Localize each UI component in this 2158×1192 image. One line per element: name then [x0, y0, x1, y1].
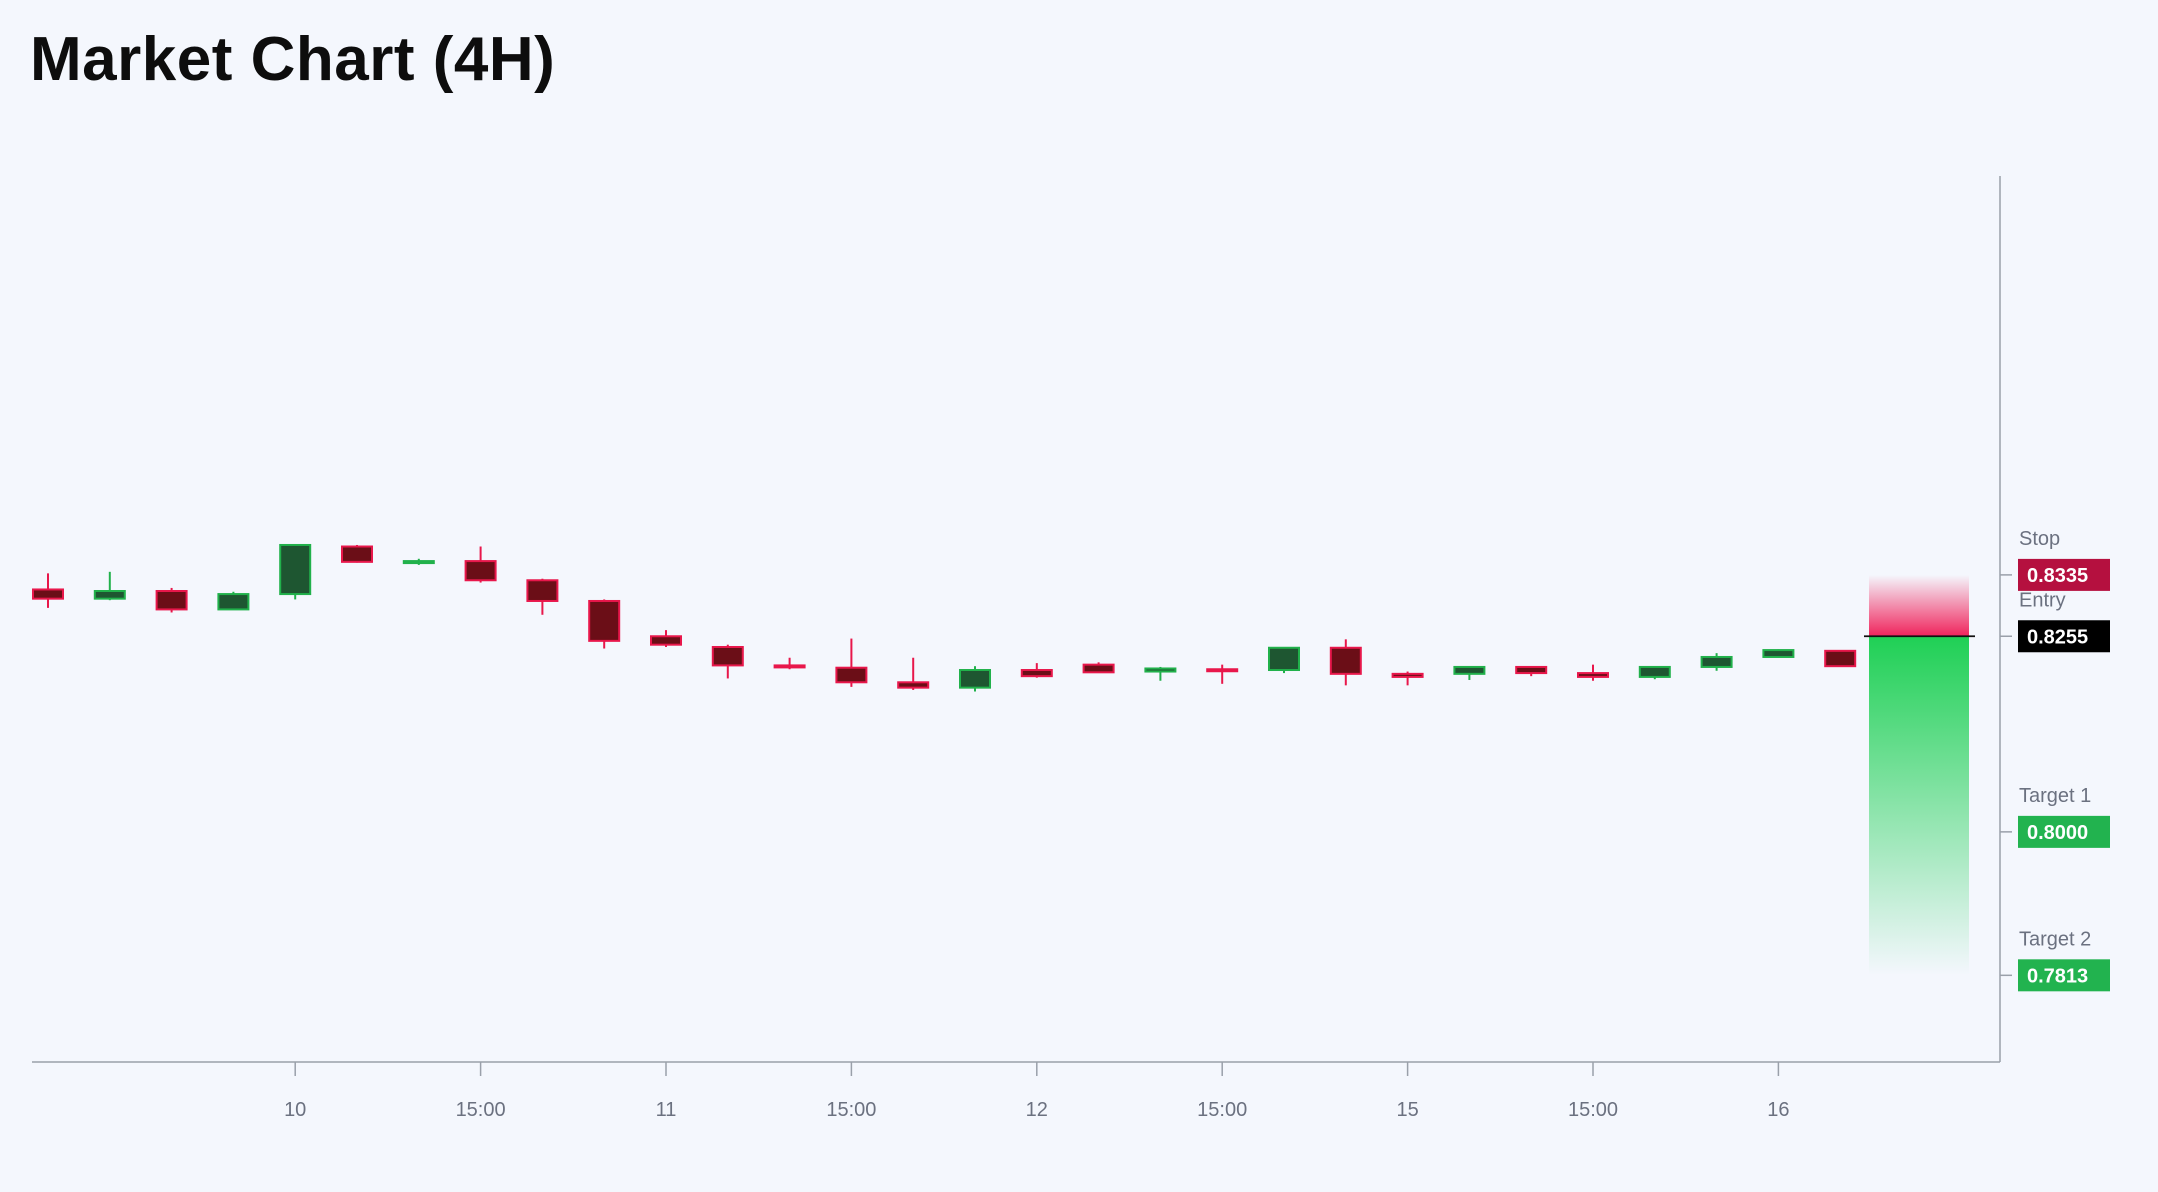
- candle-body: [773, 664, 806, 669]
- level-name: Entry: [2019, 589, 2066, 611]
- x-tick-label: 15:00: [456, 1099, 506, 1121]
- candle-body: [1638, 665, 1671, 678]
- candle-body: [217, 593, 250, 611]
- chart-title: Market Chart (4H): [30, 25, 556, 94]
- level-badge: [2018, 558, 2110, 591]
- candle-body: [1144, 667, 1177, 673]
- x-tick-label: 11: [656, 1099, 677, 1121]
- x-tick-label: 10: [284, 1099, 306, 1121]
- candle-body: [897, 681, 930, 689]
- candle-body: [32, 588, 64, 600]
- candle-body: [464, 560, 497, 582]
- level-value: 0.8335: [2027, 565, 2088, 587]
- candle-body: [1700, 655, 1733, 668]
- candle-body: [1515, 665, 1548, 675]
- candle-body: [835, 666, 868, 684]
- x-tick-label: 16: [1767, 1099, 1789, 1121]
- x-tick-label: 12: [1026, 1099, 1048, 1121]
- candle-body: [402, 560, 435, 565]
- candle-body: [1824, 649, 1857, 668]
- level-value: 0.8000: [2027, 822, 2088, 844]
- candle-body: [588, 599, 621, 642]
- position-tool[interactable]: [1864, 574, 1975, 976]
- x-tick-label: 15:00: [1197, 1099, 1247, 1121]
- candle-body: [711, 645, 744, 667]
- candle-body: [1082, 663, 1115, 674]
- level-badge: [2018, 620, 2110, 653]
- level-value: 0.7813: [2027, 965, 2088, 987]
- candle-body: [1268, 646, 1300, 672]
- candle-body: [341, 545, 373, 563]
- candle-body: [1391, 672, 1424, 678]
- x-tick-label: 15:00: [826, 1099, 876, 1121]
- candle-body: [1329, 646, 1362, 675]
- candle-body: [1453, 665, 1486, 675]
- x-axis-ticks: 10 15:00 11 15:00 12 15:00 15 15:00 16: [284, 1062, 1790, 1121]
- candle-body: [1020, 669, 1053, 678]
- level-badge: [2018, 815, 2110, 848]
- x-tick-label: 15: [1396, 1099, 1418, 1121]
- candle-body: [526, 579, 559, 602]
- reward-zone: [1869, 636, 1969, 976]
- candle-body: [959, 669, 991, 689]
- candle-body: [155, 590, 188, 611]
- candles-group: [32, 543, 1857, 692]
- candle-body: [279, 543, 312, 596]
- candle-body: [1206, 668, 1239, 673]
- level-name: Target 1: [2019, 785, 2091, 807]
- candle-body: [93, 590, 126, 600]
- level-name: Target 2: [2019, 928, 2091, 950]
- candle-body: [650, 635, 682, 646]
- level-value: 0.8255: [2027, 626, 2088, 648]
- candle-body: [1577, 672, 1609, 678]
- candle-body: [1762, 649, 1795, 658]
- x-tick-label: 15:00: [1568, 1099, 1618, 1121]
- level-name: Stop: [2019, 528, 2060, 550]
- risk-zone: [1869, 574, 1969, 637]
- level-badge: [2018, 959, 2110, 992]
